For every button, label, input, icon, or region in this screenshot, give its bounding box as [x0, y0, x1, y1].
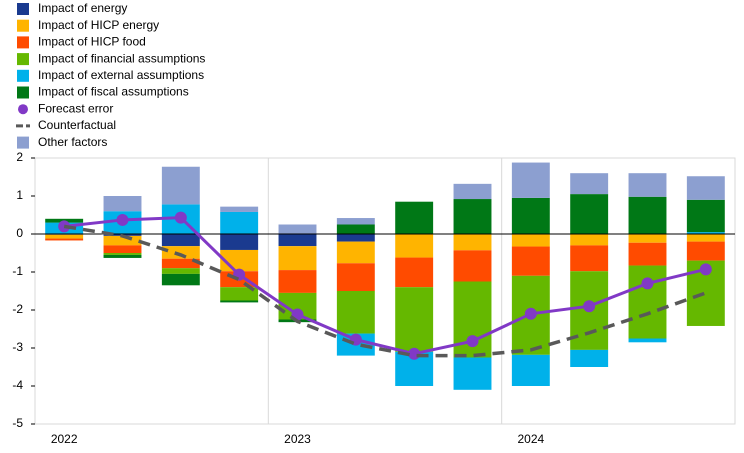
bar-segment [278, 270, 317, 293]
y-tick-label: -3 [12, 340, 23, 354]
legend-marker [17, 69, 29, 82]
bar-segment [336, 234, 375, 242]
bar-segment [103, 253, 142, 255]
legend-label: Impact of HICP energy [38, 18, 159, 32]
bar-segment [336, 263, 375, 291]
legend-label: Impact of HICP food [38, 35, 146, 49]
x-tick-label: 2022 [51, 432, 78, 446]
legend-label: Forecast error [38, 101, 113, 115]
bar-segment [278, 234, 317, 247]
y-tick-label: 2 [16, 150, 23, 164]
forecast-error-marker [174, 211, 187, 224]
bar-segment [570, 194, 609, 234]
bar-segment [45, 238, 84, 241]
legend-label: Impact of financial assumptions [38, 51, 205, 65]
bar-segment [628, 196, 667, 234]
bar-segment [395, 201, 434, 234]
bar-segment [395, 234, 434, 258]
bar-segment [570, 349, 609, 367]
forecast-error-marker [641, 277, 654, 290]
legend-marker [18, 104, 28, 115]
forecast-error-line [64, 216, 707, 356]
bar-segment [628, 242, 667, 266]
x-tick-label: 2023 [284, 432, 311, 446]
bar-segment [336, 218, 375, 225]
bar-segment [220, 234, 259, 250]
bar-segment [511, 246, 550, 276]
bar-segment [511, 234, 550, 247]
bar-segment [220, 300, 259, 303]
bar-segment [628, 234, 667, 243]
y-tick-label: -2 [12, 302, 23, 316]
bar-segment [336, 241, 375, 264]
legend-label: Other factors [38, 135, 107, 149]
bar-segment [686, 234, 725, 242]
bar-segment [103, 235, 142, 246]
legend-marker [17, 53, 29, 66]
y-tick-label: 0 [16, 226, 23, 240]
bar-segment [395, 257, 434, 288]
bar-segment [453, 199, 492, 234]
legend-marker [17, 136, 29, 149]
bar-segment [161, 246, 200, 259]
bar-segment [453, 250, 492, 282]
bar-segment [161, 258, 200, 269]
bar-segment [161, 234, 200, 247]
bar-segment [103, 196, 142, 212]
bar-segment [511, 162, 550, 198]
bar-segment [278, 224, 317, 234]
legend-label: Impact of energy [38, 1, 127, 15]
forecast-error-marker [699, 263, 712, 276]
legend-marker [17, 36, 29, 49]
bar-segment [628, 338, 667, 343]
bar-segment [511, 197, 550, 234]
bar-segment [220, 211, 259, 234]
bar-segment [686, 176, 725, 200]
bar-segment [511, 354, 550, 386]
forecast-error-marker [116, 213, 129, 226]
bar-segment [336, 291, 375, 334]
plot-frame [34, 157, 736, 425]
bar-segment [103, 245, 142, 253]
x-tick-label: 2024 [517, 432, 544, 446]
bar-segment [161, 268, 200, 274]
bar-segment [686, 199, 725, 233]
bar-segment [628, 265, 667, 339]
bar-segment [220, 287, 259, 301]
legend-marker [17, 86, 29, 99]
bar-segment [570, 245, 609, 272]
bar-segment [336, 224, 375, 234]
bar-segment [453, 183, 492, 200]
y-tick-label: -1 [12, 264, 23, 278]
y-tick-label: -5 [12, 416, 23, 430]
forecast-error-marker [466, 335, 479, 348]
bar-segment [453, 234, 492, 251]
forecast-error-marker [583, 300, 596, 313]
bar-segment [628, 173, 667, 197]
bar-segment [161, 273, 200, 286]
legend-label: Impact of external assumptions [38, 68, 204, 82]
bar-segment [686, 241, 725, 261]
bar-segment [453, 357, 492, 390]
counterfactual-line [63, 224, 707, 358]
bar-segment [570, 234, 609, 246]
legend-marker [17, 19, 29, 32]
forecast-error-marker [524, 307, 537, 320]
bar-segment [45, 234, 84, 239]
legend-marker [17, 3, 29, 15]
y-tick-label: 1 [16, 188, 23, 202]
bar-segment [570, 173, 609, 195]
forecast-error-marker [408, 347, 421, 360]
bar-segment [103, 254, 142, 258]
bar-segment [278, 246, 317, 271]
legend-label: Impact of fiscal assumptions [38, 85, 189, 99]
y-tick-label: -4 [12, 378, 23, 392]
bar-segment [161, 166, 200, 205]
legend-label: Counterfactual [38, 118, 116, 132]
bar-segment [686, 232, 725, 234]
bar-segment [395, 287, 434, 352]
bar-segment [220, 206, 259, 212]
